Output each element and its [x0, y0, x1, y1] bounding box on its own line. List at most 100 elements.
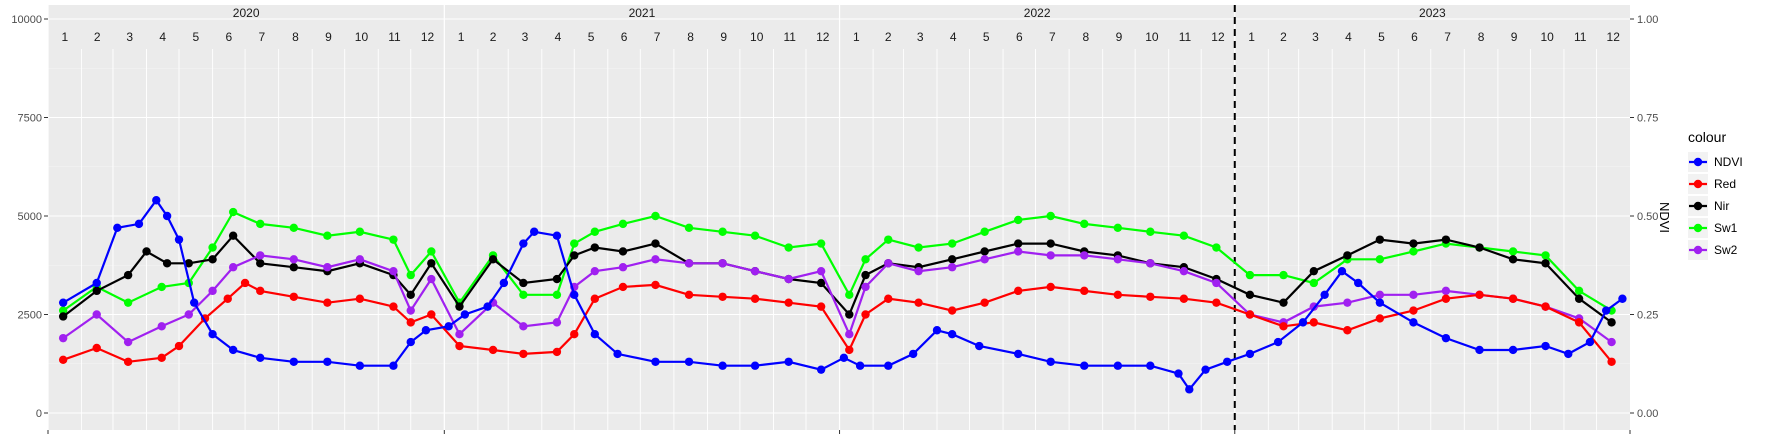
month-label: 11: [783, 30, 796, 44]
data-point-nir: [123, 270, 133, 280]
month-label: 11: [1574, 30, 1587, 44]
data-point-nir: [590, 243, 600, 252]
data-point-red: [1508, 294, 1518, 303]
data-point-nir: [289, 263, 299, 272]
month-label: 10: [750, 30, 764, 44]
data-point-sw1: [123, 298, 133, 307]
month-label: 4: [950, 30, 957, 44]
data-point-sw2: [184, 310, 193, 319]
data-point-ndvi: [1441, 333, 1451, 343]
data-point-sw2: [1113, 255, 1123, 264]
data-point-sw2: [784, 274, 793, 284]
data-point-sw1: [1309, 278, 1319, 288]
month-label: 7: [1444, 30, 1451, 44]
data-point-ndvi: [855, 361, 865, 370]
data-point-ndvi: [932, 326, 942, 335]
data-point-ndvi: [590, 330, 600, 339]
data-point-ndvi: [444, 322, 453, 331]
data-point-sw2: [1607, 337, 1616, 347]
data-point-nir: [552, 274, 562, 284]
data-point-sw1: [570, 239, 579, 248]
data-point-red: [1607, 357, 1616, 366]
legend-title: colour: [1688, 129, 1726, 145]
month-label: 6: [1411, 30, 1418, 44]
data-point-ndvi: [208, 330, 217, 339]
data-point-sw1: [389, 235, 398, 244]
data-point-ndvi: [884, 361, 893, 370]
data-point-nir: [208, 255, 217, 264]
month-label: 11: [1179, 30, 1192, 44]
series-line-sw1: [62, 210, 1613, 312]
data-point-red: [784, 298, 793, 307]
data-point-sw1: [1046, 211, 1055, 221]
data-point-sw1: [750, 231, 760, 240]
month-label: 10: [1145, 30, 1159, 44]
data-point-ndvi: [421, 326, 431, 335]
data-point-sw2: [552, 318, 562, 327]
data-point-sw2: [816, 266, 826, 276]
data-point-red: [58, 355, 68, 365]
data-point-ndvi: [1222, 357, 1232, 366]
month-label: 11: [388, 30, 401, 44]
data-point-sw1: [519, 290, 528, 299]
data-point-sw2: [228, 263, 238, 272]
data-point-sw2: [947, 263, 957, 272]
month-label: 2: [1280, 30, 1287, 44]
data-point-nir: [455, 302, 464, 311]
data-point-ndvi: [256, 353, 265, 363]
data-point-red: [1375, 314, 1385, 323]
data-point-red: [861, 310, 870, 319]
data-point-ndvi: [1320, 290, 1329, 299]
data-point-sw2: [427, 274, 436, 284]
data-point-sw2: [1146, 259, 1155, 268]
data-point-red: [488, 345, 498, 355]
series-ndvi: [58, 196, 1627, 394]
month-label: 9: [325, 30, 332, 44]
data-point-sw2: [718, 259, 727, 268]
data-point-red: [92, 343, 101, 353]
data-point-sw2: [58, 333, 68, 343]
data-point-ndvi: [1146, 361, 1155, 370]
data-point-sw2: [684, 259, 694, 268]
data-point-sw2: [845, 330, 854, 339]
data-point-sw2: [92, 310, 101, 319]
data-point-ndvi: [162, 211, 172, 221]
data-point-ndvi: [174, 235, 184, 244]
data-point-ndvi: [975, 341, 984, 351]
data-point-sw1: [784, 243, 793, 252]
month-label: 6: [621, 30, 628, 44]
data-point-sw2: [914, 266, 923, 276]
data-point-ndvi: [134, 219, 144, 229]
data-point-ndvi: [1245, 349, 1255, 359]
data-point-sw1: [427, 247, 436, 256]
data-point-sw2: [1014, 247, 1023, 256]
data-point-sw1: [590, 227, 600, 236]
legend-key-point: [1693, 201, 1703, 211]
data-point-ndvi: [816, 365, 826, 374]
data-point-ndvi: [1508, 345, 1518, 355]
month-label: 1: [458, 30, 465, 44]
data-point-red: [289, 292, 299, 301]
data-point-red: [1046, 282, 1055, 292]
month-label: 9: [1116, 30, 1123, 44]
data-point-sw1: [914, 243, 923, 252]
data-point-red: [389, 302, 398, 311]
data-point-ndvi: [947, 330, 957, 339]
month-label: 5: [588, 30, 595, 44]
data-point-red: [123, 357, 133, 366]
data-point-nir: [1245, 290, 1255, 299]
legend-label: Red: [1714, 177, 1736, 191]
axes: 0 2500 5000 7500 10000 0.00 0.25 0.50 0.75 1.00 ND…: [11, 14, 1672, 434]
month-label: 3: [1312, 30, 1319, 44]
legend: colour NDVI Red Nir Sw1 Sw2: [1688, 129, 1743, 260]
data-point-red: [845, 345, 854, 355]
data-point-nir: [947, 255, 957, 264]
data-point-nir: [92, 286, 101, 296]
year-label: 2023: [1419, 6, 1446, 20]
data-point-ndvi: [1475, 345, 1484, 355]
data-point-sw1: [256, 219, 265, 229]
data-point-sw1: [1279, 270, 1288, 280]
data-point-sw2: [1179, 266, 1189, 276]
month-label: 12: [1211, 30, 1225, 44]
